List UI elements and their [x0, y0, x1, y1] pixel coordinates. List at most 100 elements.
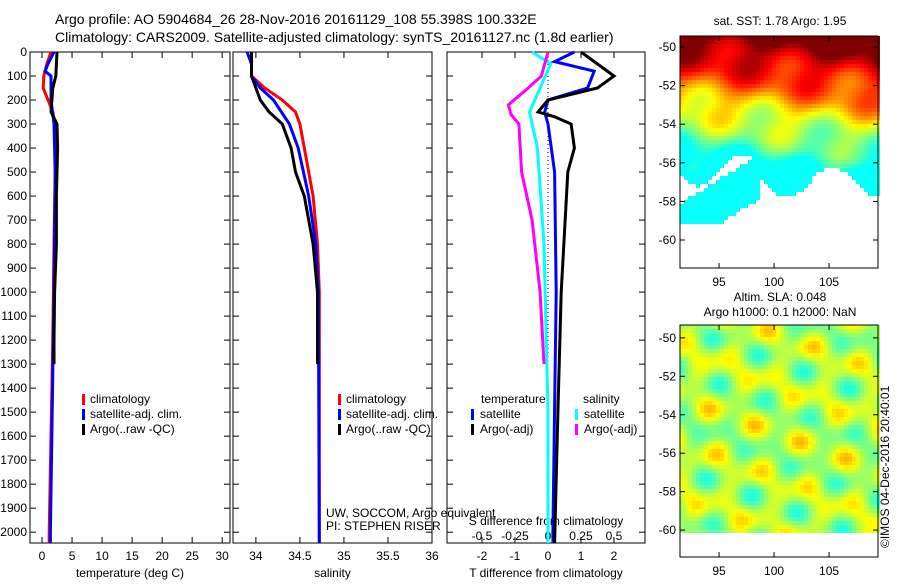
heatmap-cell	[828, 473, 832, 477]
heatmap-cell	[872, 108, 876, 112]
heatmap-cell	[828, 493, 832, 497]
lat-tick-label: -58	[659, 485, 677, 499]
heatmap-cell	[776, 116, 780, 120]
heatmap-cell	[736, 76, 740, 80]
heatmap-cell	[780, 385, 784, 389]
heatmap-cell	[700, 192, 704, 196]
heatmap-cell	[836, 385, 840, 389]
heatmap-cell	[684, 353, 688, 357]
heatmap-cell	[712, 481, 716, 485]
heatmap-cell	[720, 140, 724, 144]
heatmap-cell	[716, 405, 720, 409]
heatmap-cell	[824, 116, 828, 120]
heatmap-cell	[684, 168, 688, 172]
heatmap-cell	[800, 413, 804, 417]
heatmap-cell	[760, 469, 764, 473]
heatmap-cell	[792, 373, 796, 377]
heatmap-cell	[764, 84, 768, 88]
heatmap-cell	[704, 76, 708, 80]
heatmap-cell	[688, 329, 692, 333]
heatmap-cell	[720, 517, 724, 521]
heatmap-cell	[828, 120, 832, 124]
heatmap-cell	[692, 144, 696, 148]
heatmap-cell	[768, 136, 772, 140]
heatmap-cell	[848, 489, 852, 493]
heatmap-cell	[684, 172, 688, 176]
heatmap-cell	[720, 509, 724, 513]
heatmap-cell	[764, 361, 768, 365]
heatmap-cell	[792, 521, 796, 525]
plot-frame	[446, 51, 646, 544]
heatmap-cell	[848, 48, 852, 52]
heatmap-cell	[808, 529, 812, 533]
heatmap-cell	[704, 353, 708, 357]
heatmap-cell	[804, 152, 808, 156]
heatmap-cell	[784, 521, 788, 525]
heatmap-cell	[708, 144, 712, 148]
heatmap-cell	[868, 493, 872, 497]
heatmap-cell	[800, 389, 804, 393]
heatmap-cell	[708, 208, 712, 212]
heatmap-cell	[716, 517, 720, 521]
heatmap-cell	[788, 513, 792, 517]
heatmap-cell	[752, 164, 756, 168]
heatmap-cell	[692, 68, 696, 72]
heatmap-cell	[872, 373, 876, 377]
heatmap-cell	[868, 445, 872, 449]
heatmap-cell	[852, 389, 856, 393]
heatmap-cell	[824, 441, 828, 445]
heatmap-cell	[724, 417, 728, 421]
heatmap-cell	[716, 325, 720, 329]
heatmap-cell	[824, 72, 828, 76]
heatmap-cell	[824, 48, 828, 52]
heatmap-cell	[804, 329, 808, 333]
heatmap-cell	[784, 88, 788, 92]
heatmap-cell	[764, 180, 768, 184]
heatmap-cell	[804, 525, 808, 529]
heatmap-cell	[724, 349, 728, 353]
heatmap-cell	[688, 421, 692, 425]
heatmap-cell	[848, 509, 852, 513]
heatmap-cell	[708, 184, 712, 188]
heatmap-cell	[740, 429, 744, 433]
heatmap-cell	[828, 148, 832, 152]
heatmap-cell	[832, 84, 836, 88]
heatmap-cell	[680, 477, 684, 481]
heatmap-cell	[720, 409, 724, 413]
heatmap-cell	[680, 325, 684, 329]
heatmap-cell	[740, 497, 744, 501]
heatmap-cell	[792, 377, 796, 381]
heatmap-cell	[716, 156, 720, 160]
heatmap-cell	[784, 68, 788, 72]
heatmap-cell	[848, 172, 852, 176]
heatmap-cell	[780, 180, 784, 184]
heatmap-cell	[844, 156, 848, 160]
heatmap-cell	[680, 401, 684, 405]
heatmap-cell	[732, 469, 736, 473]
heatmap-cell	[868, 509, 872, 513]
heatmap-cell	[784, 509, 788, 513]
heatmap-cell	[756, 501, 760, 505]
heatmap-cell	[772, 80, 776, 84]
legend-swatch	[575, 424, 578, 435]
heatmap-cell	[748, 485, 752, 489]
heatmap-cell	[696, 68, 700, 72]
heatmap-cell	[728, 212, 732, 216]
heatmap-cell	[828, 509, 832, 513]
heatmap-cell	[824, 477, 828, 481]
heatmap-cell	[696, 445, 700, 449]
heatmap-cell	[720, 100, 724, 104]
heatmap-cell	[848, 401, 852, 405]
heatmap-cell	[720, 401, 724, 405]
heatmap-cell	[860, 140, 864, 144]
heatmap-cell	[728, 345, 732, 349]
heatmap-cell	[768, 369, 772, 373]
heatmap-cell	[844, 461, 848, 465]
heatmap-cell	[744, 152, 748, 156]
heatmap-cell	[716, 445, 720, 449]
heatmap-cell	[844, 64, 848, 68]
heatmap-cell	[692, 361, 696, 365]
heatmap-cell	[724, 104, 728, 108]
heatmap-cell	[864, 56, 868, 60]
heatmap-cell	[760, 124, 764, 128]
